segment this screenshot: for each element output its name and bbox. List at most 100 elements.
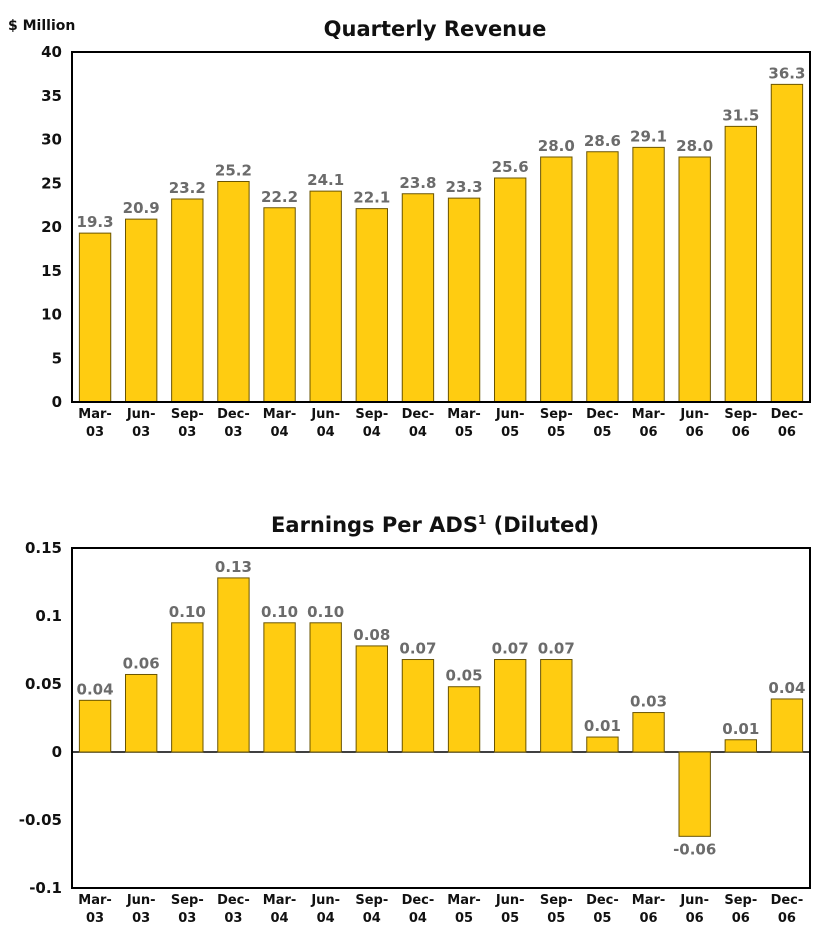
eps-bar	[540, 659, 573, 753]
eps-y-tick-label: 0.05	[25, 675, 62, 693]
revenue-y-axis: 0 5 10 15 20 25 30 35 40	[41, 43, 62, 411]
revenue-bar	[355, 208, 388, 403]
revenue-data-label: 23.8	[399, 174, 436, 192]
eps-data-label: 0.03	[630, 693, 667, 711]
revenue-y-tick-label: 25	[41, 174, 62, 192]
revenue-bar	[171, 198, 204, 403]
revenue-y-tick-label: 15	[41, 262, 62, 280]
eps-title-suffix: (Diluted)	[486, 513, 599, 537]
revenue-data-label: 28.0	[676, 137, 713, 155]
eps-data-label: 0.07	[538, 640, 575, 658]
revenue-bar	[770, 83, 804, 403]
eps-chart-title: Earnings Per ADS1 (Diluted)	[271, 513, 599, 537]
revenue-bar	[632, 146, 665, 403]
revenue-x-tick-month: Mar-	[632, 407, 666, 422]
eps-bar	[447, 686, 481, 753]
eps-x-tick-year: 05	[455, 911, 473, 926]
eps-plot-frame	[71, 547, 811, 889]
revenue-x-tick-month: Mar-	[263, 407, 297, 422]
eps-bar	[125, 673, 158, 753]
revenue-x-tick-month: Mar-	[447, 407, 481, 422]
eps-x-tick-year: 04	[271, 911, 289, 926]
revenue-data-label: 36.3	[768, 64, 805, 82]
revenue-x-tick-month: Mar-	[78, 407, 112, 422]
eps-x-tick-year: 04	[409, 911, 427, 926]
eps-x-axis: Mar- 03 Jun- 03 Sep- 03 Dec- 03 Mar- 04 Jun- 04 Sep-…	[78, 893, 803, 926]
eps-data-label: 0.10	[169, 603, 206, 621]
eps-x-tick-year: 06	[640, 911, 658, 926]
revenue-bar	[401, 193, 435, 403]
revenue-bars	[78, 83, 804, 403]
revenue-bar	[217, 181, 250, 403]
revenue-y-tick-label: 20	[41, 218, 62, 236]
revenue-y-tick-label: 40	[41, 43, 62, 61]
revenue-bar	[263, 207, 296, 403]
revenue-x-tick-month: Jun-	[126, 407, 156, 422]
eps-x-tick-month: Mar-	[447, 893, 481, 908]
revenue-bar	[540, 156, 573, 403]
eps-bars	[78, 577, 804, 837]
revenue-data-labels: 19.3 20.9 23.2 25.2 22.2 24.1 22.1 23.8 23.3 25.6…	[77, 64, 806, 231]
eps-title-superscript: 1	[478, 513, 486, 527]
eps-x-tick-year: 03	[224, 911, 242, 926]
revenue-x-tick-year: 03	[132, 425, 150, 440]
eps-x-tick-month: Jun-	[310, 893, 340, 908]
revenue-data-label: 29.1	[630, 127, 667, 145]
revenue-bar	[447, 197, 481, 403]
revenue-data-label: 20.9	[123, 199, 160, 217]
revenue-x-tick-year: 05	[501, 425, 519, 440]
revenue-x-tick-year: 06	[686, 425, 704, 440]
eps-bar	[770, 698, 804, 753]
eps-x-tick-month: Sep-	[355, 893, 388, 908]
revenue-x-tick-month: Dec-	[402, 407, 435, 422]
revenue-data-label: 28.0	[538, 137, 575, 155]
eps-title-main: Earnings Per ADS	[271, 513, 478, 537]
eps-x-tick-month: Mar-	[263, 893, 297, 908]
eps-data-label: 0.08	[353, 626, 390, 644]
eps-x-tick-year: 06	[778, 911, 796, 926]
revenue-bar	[309, 190, 342, 403]
revenue-chart: $ Million Quarterly Revenue 051015202530…	[8, 17, 811, 440]
eps-x-tick-month: Mar-	[78, 893, 112, 908]
revenue-x-tick-year: 05	[455, 425, 473, 440]
revenue-x-tick-year: 04	[363, 425, 381, 440]
eps-bar	[586, 736, 619, 753]
eps-x-tick-month: Dec-	[586, 893, 619, 908]
eps-data-label: 0.01	[584, 717, 621, 735]
eps-x-tick-year: 05	[547, 911, 565, 926]
eps-x-tick-year: 06	[732, 911, 750, 926]
eps-bar	[494, 659, 527, 753]
eps-x-tick-month: Jun-	[495, 893, 525, 908]
eps-y-tick-label: -0.05	[19, 811, 62, 829]
revenue-x-tick-month: Jun-	[679, 407, 709, 422]
eps-x-tick-month: Dec-	[771, 893, 804, 908]
revenue-plot-frame	[71, 51, 811, 403]
eps-bar	[78, 699, 112, 753]
eps-bar	[724, 739, 757, 753]
eps-data-label: 0.07	[399, 640, 436, 658]
eps-bar	[401, 659, 435, 753]
eps-x-tick-month: Jun-	[679, 893, 709, 908]
revenue-x-tick-year: 03	[178, 425, 196, 440]
eps-data-label: 0.10	[307, 603, 344, 621]
revenue-x-tick-month: Dec-	[217, 407, 250, 422]
eps-x-tick-year: 05	[593, 911, 611, 926]
eps-data-label: 0.04	[768, 679, 805, 697]
revenue-bar	[494, 177, 527, 403]
revenue-y-tick-label: 30	[41, 131, 62, 149]
eps-bar	[678, 751, 711, 837]
revenue-x-tick-year: 03	[86, 425, 104, 440]
eps-data-label: 0.04	[77, 680, 114, 698]
revenue-data-label: 24.1	[307, 171, 344, 189]
revenue-x-tick-year: 03	[224, 425, 242, 440]
eps-data-label: 0.05	[446, 667, 483, 685]
revenue-x-tick-month: Jun-	[310, 407, 340, 422]
eps-x-tick-year: 03	[86, 911, 104, 926]
revenue-x-tick-year: 05	[547, 425, 565, 440]
eps-x-tick-month: Sep-	[540, 893, 573, 908]
revenue-x-tick-month: Sep-	[540, 407, 573, 422]
revenue-data-label: 23.3	[446, 178, 483, 196]
eps-x-tick-month: Mar-	[632, 893, 666, 908]
eps-data-label: 0.06	[123, 654, 160, 672]
